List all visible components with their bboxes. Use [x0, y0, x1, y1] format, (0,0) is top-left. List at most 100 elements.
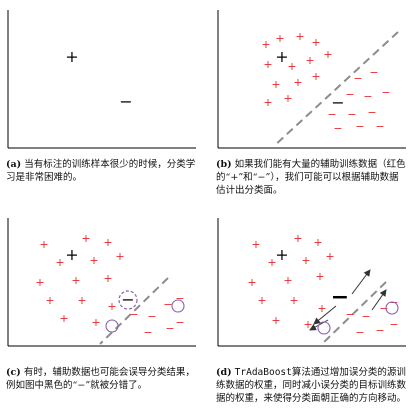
aux-minus: −	[327, 108, 336, 121]
aux-plus: +	[45, 294, 54, 307]
aux-plus: +	[251, 238, 260, 251]
aux-plus: +	[59, 312, 68, 325]
weight-arrow	[313, 305, 337, 325]
aux-plus: +	[263, 96, 272, 109]
panel-d: + − + + + + + + + + + + + + + + − − − − − − − (d) TrAdaBoost…	[210, 208, 410, 408]
weight-arrow	[371, 289, 387, 311]
caption-a-label: (a)	[6, 159, 22, 170]
aux-plus: +	[267, 256, 276, 269]
aux-plus: +	[257, 294, 266, 307]
aux-minus: −	[143, 326, 152, 339]
caption-c-text: 有时，辅助数据也可能会误导分类结果，例如图中黑色的“−”就被分错了。	[6, 367, 195, 391]
misclassified-circle	[105, 319, 119, 333]
panel-d-plot: + − + + ++ + ++ + ++ +++ +− −− −− − −	[217, 218, 406, 347]
aux-plus: +	[283, 274, 292, 287]
aux-plus: +	[89, 254, 98, 267]
decision-boundary	[273, 31, 399, 147]
aux-minus: −	[345, 308, 354, 321]
aux-minus: −	[333, 122, 342, 135]
caption-a: (a) 当有标注的训练样本很少的时候，分类学习是非常困难的。	[6, 158, 198, 184]
aux-minus: −	[367, 106, 376, 119]
aux-plus: +	[247, 276, 256, 289]
caption-d-method: TrAdaBoost	[234, 367, 292, 378]
caption-b-label: (b)	[216, 159, 232, 170]
aux-plus: +	[293, 232, 302, 245]
aux-minus: −	[355, 326, 364, 339]
aux-minus: −	[381, 86, 390, 99]
caption-c: (c) 有时，辅助数据也可能会误导分类结果，例如图中黑色的“−”就被分错了。	[6, 366, 198, 392]
aux-minus: −	[175, 316, 184, 329]
aux-minus: −	[375, 120, 384, 133]
aux-plus: +	[271, 314, 280, 327]
panel-a: + − (a) 当有标注的训练样本很少的时候，分类学习是非常困难的。	[0, 0, 200, 200]
decision-boundary	[99, 277, 169, 345]
panel-a-plot: + −	[7, 10, 196, 149]
aux-plus: +	[295, 30, 304, 43]
aux-minus: −	[147, 310, 156, 323]
aux-minus: −	[175, 292, 184, 305]
aux-minus: −	[363, 90, 372, 103]
aux-plus: +	[305, 54, 314, 67]
aux-plus: +	[263, 58, 272, 71]
aux-plus: +	[35, 276, 44, 289]
target-plus: +	[275, 47, 288, 66]
aux-plus: +	[275, 32, 284, 45]
misclassified-circle	[171, 299, 185, 313]
aux-minus: −	[129, 308, 138, 321]
aux-plus: +	[325, 250, 334, 263]
aux-plus: +	[71, 274, 80, 287]
aux-plus: +	[103, 272, 112, 285]
panel-c-plot: + − + + ++ + ++ + ++ + ++ +− −− −− − −	[7, 218, 196, 347]
target-plus: +	[65, 245, 78, 264]
aux-minus: −	[389, 318, 398, 331]
aux-plus: +	[311, 36, 320, 49]
aux-plus: +	[289, 294, 298, 307]
decision-boundary	[321, 281, 387, 345]
aux-plus: +	[271, 78, 280, 91]
aux-minus: −	[165, 322, 174, 335]
aux-plus: +	[55, 256, 64, 269]
weight-arrow	[351, 269, 371, 295]
aux-minus: −	[375, 324, 384, 337]
target-plus: +	[275, 245, 288, 264]
panel-c: + − + + + + + + + + + + + + + + − − − − − − − (c) 有时，辅助数据也可能…	[0, 208, 200, 408]
aux-minus: −	[379, 302, 388, 315]
aux-minus: −	[345, 88, 354, 101]
aux-minus: −	[361, 310, 370, 323]
target-plus: +	[65, 47, 78, 66]
aux-plus: +	[313, 236, 322, 249]
aux-minus: −	[369, 66, 378, 79]
aux-plus: +	[261, 38, 270, 51]
aux-minus: −	[163, 298, 172, 311]
aux-plus: +	[77, 294, 86, 307]
target-minus: −	[331, 93, 344, 112]
aux-plus: +	[301, 254, 310, 267]
misclassified-minus: −	[121, 290, 134, 309]
aux-plus: +	[283, 92, 292, 105]
caption-c-label: (c)	[6, 367, 21, 378]
aux-plus: +	[103, 236, 112, 249]
aux-minus: −	[355, 120, 364, 133]
misclassified-highlight	[118, 290, 138, 310]
target-minus: −	[119, 92, 132, 111]
target-minus-weighted: −	[331, 284, 349, 310]
misclassified-circle	[317, 321, 331, 335]
aux-plus: +	[315, 270, 324, 283]
caption-d-label: (d)	[216, 367, 232, 378]
caption-d: (d) TrAdaBoost算法通过增加误分类的源训练数据的权重，同时减小误分类…	[216, 366, 408, 405]
aux-plus: +	[81, 232, 90, 245]
aux-plus: +	[39, 238, 48, 251]
aux-plus: +	[107, 300, 116, 313]
panel-b-plot: + − + + + ++ + + ++ + ++ +− −− − −− − −− − −	[217, 10, 406, 149]
aux-plus: +	[287, 60, 296, 73]
aux-plus: +	[293, 76, 302, 89]
aux-plus: +	[91, 316, 100, 329]
aux-plus: +	[317, 302, 326, 315]
aux-minus: −	[353, 72, 362, 85]
aux-minus: −	[347, 108, 356, 121]
aux-plus: +	[311, 70, 320, 83]
caption-d-text: 算法通过增加误分类的源训练数据的权重，同时减小误分类的目标训练数据的权重，来使得…	[216, 367, 407, 404]
misclassified-circle	[385, 301, 399, 315]
aux-plus: +	[323, 48, 332, 61]
caption-b: (b) 如果我们能有大量的辅助训练数据（红色的“+”和“−”），我们可能可以根据…	[216, 158, 408, 197]
